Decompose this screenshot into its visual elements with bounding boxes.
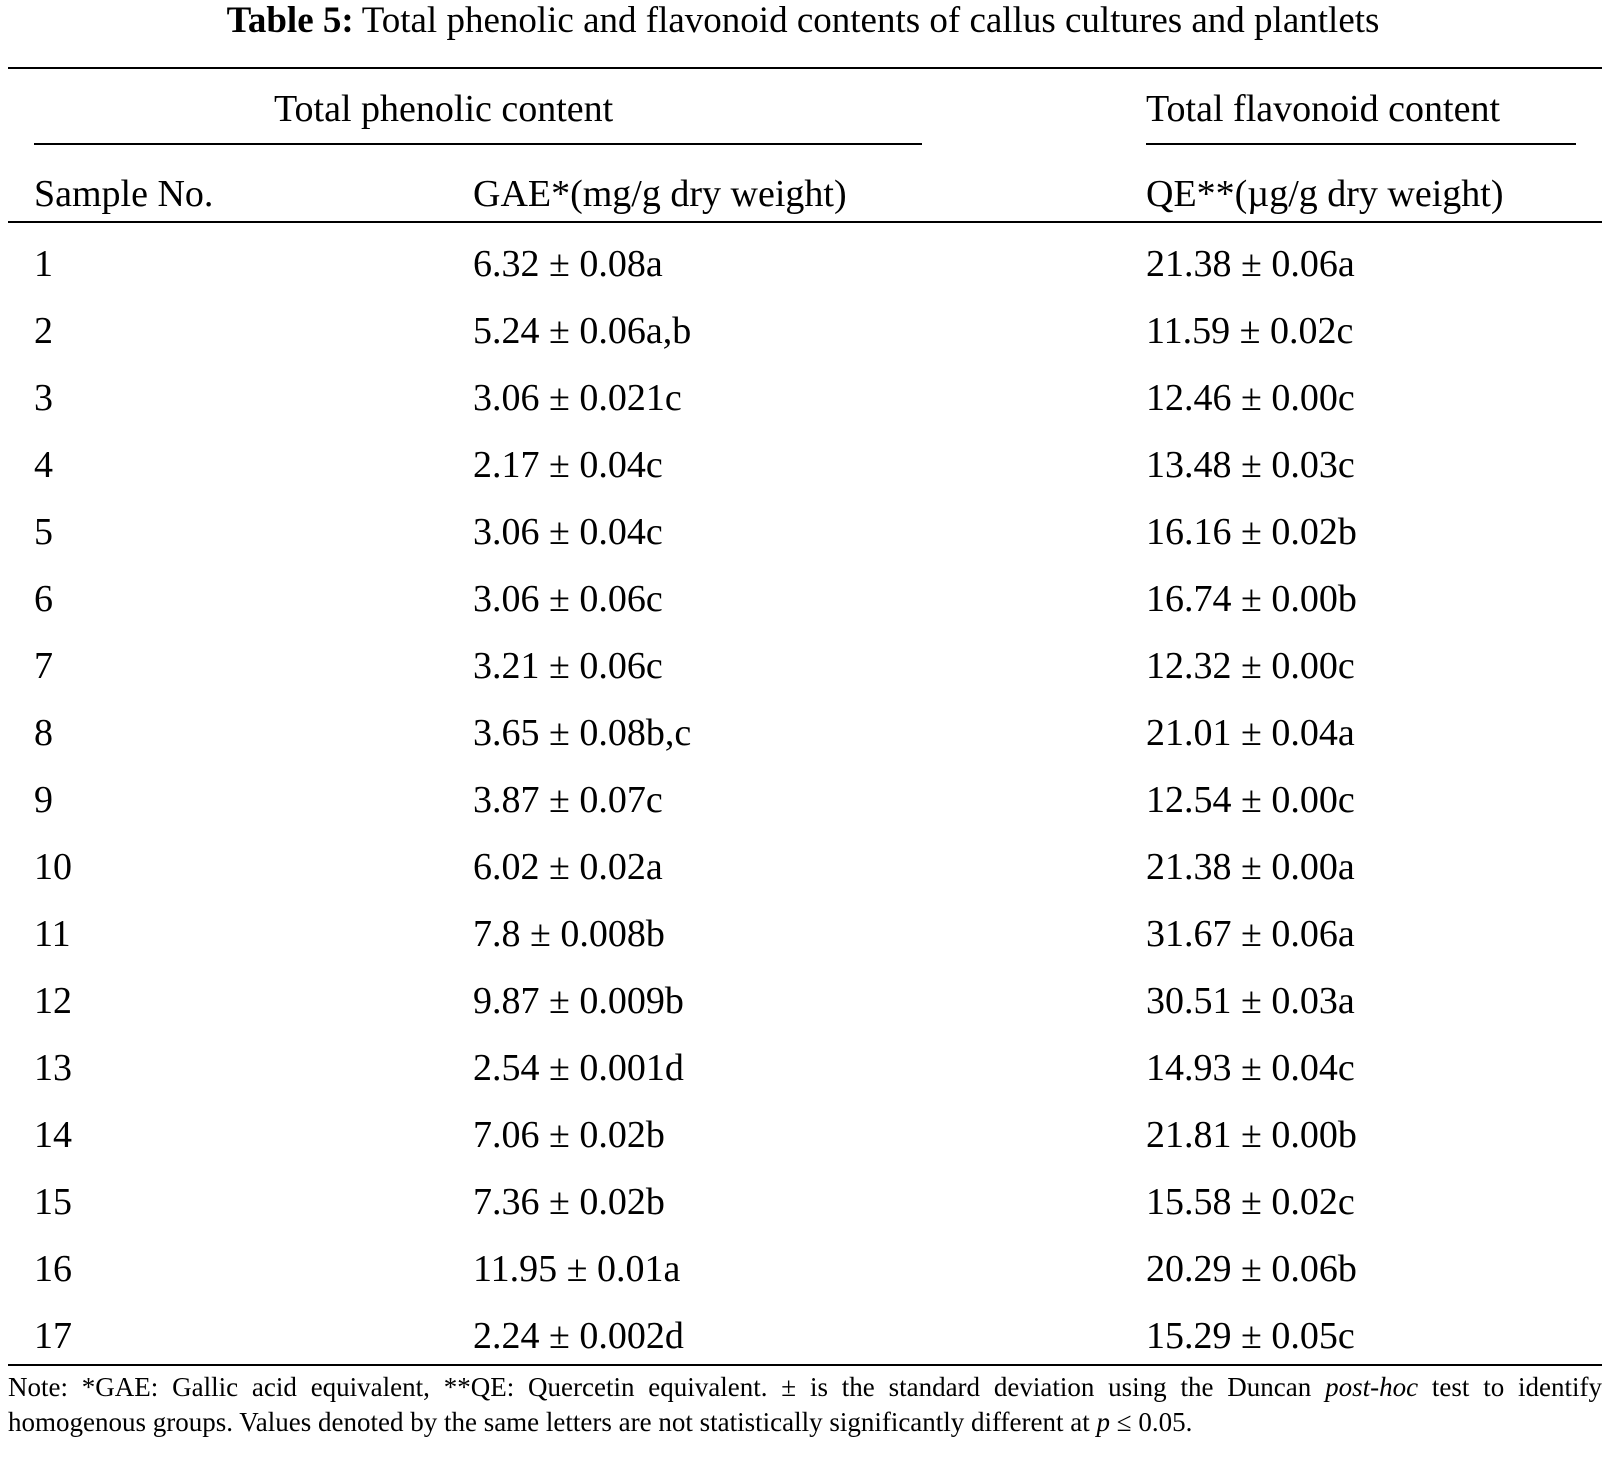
group-rule-flavonoid	[1146, 143, 1576, 145]
cell-gae: 3.06 ± 0.06c	[473, 578, 663, 620]
cell-sample: 9	[34, 779, 53, 821]
cell-qe: 16.16 ± 0.02b	[1146, 511, 1357, 553]
group-header-phenolic: Total phenolic content	[274, 88, 614, 130]
cell-qe: 30.51 ± 0.03a	[1146, 980, 1355, 1022]
cell-qe: 21.38 ± 0.06a	[1146, 243, 1355, 285]
cell-sample: 3	[34, 377, 53, 419]
column-header-sample: Sample No.	[34, 173, 214, 215]
cell-sample: 10	[34, 846, 72, 888]
footnote-italic-posthoc: post-hoc	[1325, 1372, 1419, 1402]
footnote-text-3: ≤ 0.05.	[1110, 1407, 1193, 1437]
cell-sample: 16	[34, 1248, 72, 1290]
cell-qe: 20.29 ± 0.06b	[1146, 1248, 1357, 1290]
column-header-gae: GAE*(mg/g dry weight)	[473, 173, 847, 215]
cell-sample: 12	[34, 980, 72, 1022]
footnote-text-1: Note: *GAE: Gallic acid equivalent, **QE…	[8, 1372, 1326, 1402]
group-rule-phenolic	[34, 143, 922, 145]
cell-gae: 2.17 ± 0.04c	[473, 444, 663, 486]
cell-sample: 17	[34, 1315, 72, 1357]
cell-gae: 2.24 ± 0.002d	[473, 1315, 684, 1357]
footnote-text-2: test to identify homogenous groups. Valu…	[8, 1372, 1602, 1437]
cell-qe: 12.46 ± 0.00c	[1146, 377, 1355, 419]
cell-gae: 7.8 ± 0.008b	[473, 913, 665, 955]
cell-gae: 6.32 ± 0.08a	[473, 243, 663, 285]
table-top-rule	[8, 67, 1602, 69]
table-caption-text: Total phenolic and flavonoid contents of…	[361, 0, 1380, 41]
cell-gae: 3.21 ± 0.06c	[473, 645, 663, 687]
cell-qe: 12.54 ± 0.00c	[1146, 779, 1355, 821]
cell-qe: 31.67 ± 0.06a	[1146, 913, 1355, 955]
cell-gae: 3.87 ± 0.07c	[473, 779, 663, 821]
table-caption: Table 5: Total phenolic and flavonoid con…	[0, 0, 1606, 44]
cell-qe: 11.59 ± 0.02c	[1146, 310, 1354, 352]
table-bottom-rule	[8, 1364, 1602, 1366]
cell-gae: 11.95 ± 0.01a	[473, 1248, 681, 1290]
cell-gae: 5.24 ± 0.06a,b	[473, 310, 692, 352]
cell-gae: 7.36 ± 0.02b	[473, 1181, 665, 1223]
table-header-rule	[8, 221, 1602, 223]
cell-gae: 7.06 ± 0.02b	[473, 1114, 665, 1156]
cell-qe: 16.74 ± 0.00b	[1146, 578, 1357, 620]
cell-qe: 15.29 ± 0.05c	[1146, 1315, 1355, 1357]
cell-sample: 1	[34, 243, 53, 285]
group-header-flavonoid: Total flavonoid content	[1146, 88, 1501, 130]
cell-sample: 13	[34, 1047, 72, 1089]
footnote-italic-p: p	[1096, 1407, 1111, 1437]
cell-gae: 6.02 ± 0.02a	[473, 846, 663, 888]
table-caption-label: Table 5:	[226, 0, 354, 41]
cell-qe: 12.32 ± 0.00c	[1146, 645, 1355, 687]
cell-sample: 4	[34, 444, 53, 486]
cell-gae: 2.54 ± 0.001d	[473, 1047, 684, 1089]
cell-sample: 11	[34, 913, 71, 955]
cell-sample: 2	[34, 310, 53, 352]
cell-qe: 13.48 ± 0.03c	[1146, 444, 1355, 486]
column-header-qe: QE**(µg/g dry weight)	[1146, 173, 1504, 215]
cell-gae: 3.06 ± 0.021c	[473, 377, 682, 419]
cell-gae: 3.65 ± 0.08b,c	[473, 712, 692, 754]
cell-sample: 15	[34, 1181, 72, 1223]
cell-sample: 6	[34, 578, 53, 620]
cell-sample: 14	[34, 1114, 72, 1156]
cell-qe: 21.81 ± 0.00b	[1146, 1114, 1357, 1156]
cell-qe: 14.93 ± 0.04c	[1146, 1047, 1355, 1089]
cell-qe: 21.01 ± 0.04a	[1146, 712, 1355, 754]
cell-sample: 7	[34, 645, 53, 687]
cell-sample: 8	[34, 712, 53, 754]
cell-qe: 21.38 ± 0.00a	[1146, 846, 1355, 888]
cell-gae: 9.87 ± 0.009b	[473, 980, 684, 1022]
cell-gae: 3.06 ± 0.04c	[473, 511, 663, 553]
table-footnote: Note: *GAE: Gallic acid equivalent, **QE…	[8, 1370, 1602, 1440]
cell-qe: 15.58 ± 0.02c	[1146, 1181, 1355, 1223]
cell-sample: 5	[34, 511, 53, 553]
